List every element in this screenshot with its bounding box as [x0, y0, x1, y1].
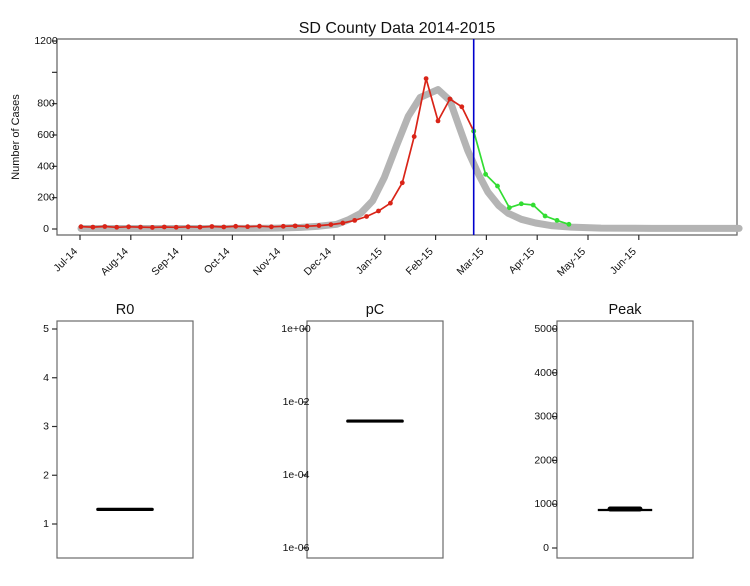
observed-point — [221, 224, 227, 230]
tick-label: 4000 — [534, 367, 558, 379]
observed-point — [364, 214, 369, 219]
tick-label: Sep-14 — [149, 246, 182, 279]
tick-label: Nov-14 — [251, 246, 284, 279]
observed-point — [114, 224, 120, 230]
observed-point — [388, 200, 393, 206]
forecast-point — [530, 202, 536, 208]
r0-chart-title: R0 — [115, 302, 135, 318]
tick-label: 5000 — [534, 323, 558, 335]
main-chart: Jul-14 Aug-14 Sep-14 Oct-14 Nov-14 Dec-14 Jan-… — [34, 35, 743, 279]
observed-point — [78, 224, 84, 230]
pc-posterior-frame — [306, 320, 444, 559]
observed-point — [447, 96, 453, 102]
observed-point — [280, 223, 286, 229]
forecast-point — [495, 183, 500, 189]
tick-label: Jan-15 — [354, 246, 385, 277]
observed-point — [340, 220, 346, 226]
observed-point — [399, 180, 405, 186]
tick-label: Aug-14 — [98, 246, 131, 279]
r0-posterior-panel: 1 2 3 4 5 — [43, 320, 194, 559]
tick-label: 200 — [37, 192, 55, 204]
observed-point — [233, 223, 239, 229]
forecast-point — [518, 201, 524, 207]
observed-point — [173, 224, 179, 230]
main-y-axis: 0 200 400 600 800 1200 — [34, 35, 58, 235]
forecast-point — [554, 217, 560, 223]
tick-label: Jul-14 — [51, 246, 80, 275]
observed-point — [90, 224, 96, 230]
tick-label: May-15 — [555, 246, 588, 279]
tick-label: Feb-15 — [404, 246, 436, 278]
tick-label: 0 — [543, 542, 549, 554]
r0-posterior-frame — [56, 320, 194, 559]
tick-label: Oct-14 — [202, 246, 233, 277]
pc-chart-title: pC — [365, 302, 385, 318]
forecast-point — [542, 213, 548, 219]
observed-point — [197, 224, 203, 230]
tick-label: 3000 — [534, 411, 558, 423]
tick-label: 1e-06 — [283, 542, 310, 554]
tick-label: 1000 — [534, 498, 558, 510]
tick-label: 1e-02 — [283, 396, 310, 408]
tick-label: 3 — [43, 421, 49, 433]
tick-label: Dec-14 — [302, 246, 335, 279]
observed-point — [185, 224, 191, 230]
tick-label: Jun-15 — [608, 246, 639, 277]
observed-point — [161, 224, 167, 230]
model-band — [77, 86, 743, 232]
main-chart-title: SD County Data 2014-2015 — [298, 20, 496, 37]
observed-point — [292, 223, 298, 229]
tick-label: 1200 — [34, 35, 58, 47]
observed-point — [376, 208, 381, 214]
peak-chart-title: Peak — [608, 302, 642, 318]
main-plot-frame — [56, 38, 738, 236]
peak-posterior-frame — [556, 320, 694, 559]
tick-label: 0 — [43, 223, 49, 235]
observed-point — [245, 224, 251, 230]
forecast-line — [472, 130, 570, 226]
model-band-line — [77, 86, 743, 232]
tick-label: 1e+00 — [281, 323, 311, 335]
observed-point — [209, 224, 215, 229]
forecast-series — [471, 128, 572, 227]
observed-point — [269, 224, 274, 230]
peak-posterior-panel: 0 1000 2000 3000 4000 5000 — [534, 320, 694, 559]
tick-label: 400 — [37, 160, 55, 172]
forecast-point — [566, 221, 572, 227]
tick-label: 4 — [43, 372, 49, 384]
tick-label: 1 — [43, 518, 49, 530]
forecast-point — [507, 205, 512, 211]
tick-label: 1e-04 — [283, 469, 310, 481]
tick-label: Mar-15 — [455, 246, 487, 278]
tick-label: 600 — [37, 129, 55, 141]
observed-point — [328, 222, 334, 228]
observed-point — [435, 118, 441, 124]
observed-point — [304, 223, 310, 229]
observed-line — [80, 77, 475, 229]
tick-label: 5 — [43, 323, 49, 335]
tick-label: 800 — [37, 98, 55, 110]
observed-point — [459, 104, 465, 110]
observed-point — [352, 217, 358, 223]
tick-label: 2 — [43, 469, 49, 481]
observed-point — [138, 224, 143, 230]
observed-point — [150, 225, 155, 230]
observed-point — [126, 224, 131, 230]
observed-point — [423, 76, 429, 81]
main-x-axis: Jul-14 Aug-14 Sep-14 Oct-14 Nov-14 Dec-14 Jan-… — [51, 235, 640, 279]
forecast-point — [483, 171, 488, 177]
observed-point — [316, 223, 322, 228]
observed-point — [411, 134, 417, 139]
observed-point — [257, 223, 262, 229]
observed-point — [102, 224, 108, 229]
pc-posterior-panel: 1e+00 1e-02 1e-04 1e-06 — [281, 320, 444, 559]
tick-label: 2000 — [534, 454, 558, 466]
tick-label: Apr-15 — [507, 246, 538, 277]
